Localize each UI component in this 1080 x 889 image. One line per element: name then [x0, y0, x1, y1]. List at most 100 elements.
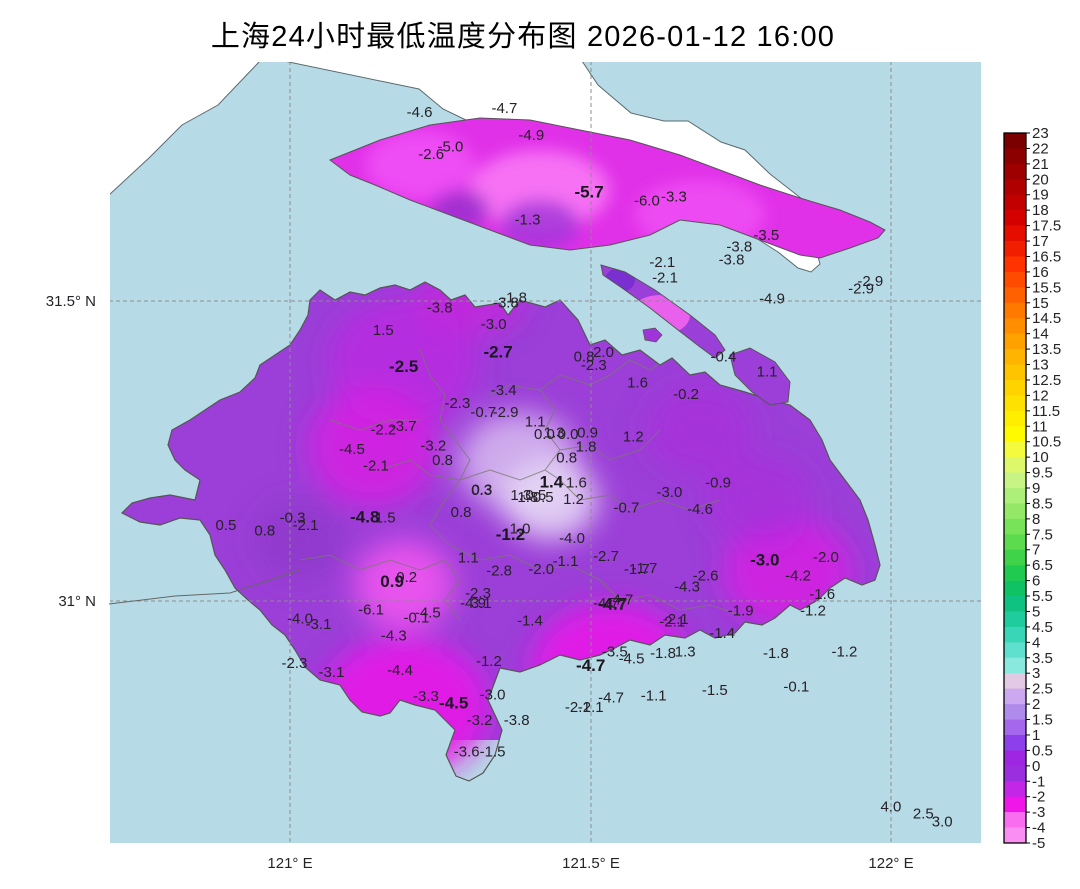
svg-text:-1.1: -1.1 — [553, 553, 579, 570]
svg-text:-0.5: -0.5 — [520, 487, 546, 504]
svg-text:-1.6: -1.6 — [809, 586, 835, 603]
svg-text:-1.1: -1.1 — [641, 688, 667, 705]
svg-text:-1.4: -1.4 — [709, 625, 735, 642]
svg-text:-4.2: -4.2 — [785, 567, 811, 584]
svg-text:-4.7: -4.7 — [576, 656, 605, 675]
svg-text:121° E: 121° E — [267, 855, 312, 872]
svg-text:4.0: 4.0 — [880, 798, 901, 815]
svg-text:3.1: 3.1 — [471, 595, 492, 612]
svg-text:-3.6: -3.6 — [454, 744, 480, 761]
svg-text:-2.5: -2.5 — [389, 357, 418, 376]
svg-text:-3.8: -3.8 — [504, 712, 530, 729]
svg-text:122° E: 122° E — [868, 855, 913, 872]
svg-text:-2.1: -2.1 — [565, 699, 591, 716]
svg-text:15: 15 — [1032, 295, 1049, 312]
svg-text:-4.7: -4.7 — [598, 690, 624, 707]
svg-text:-3.0: -3.0 — [481, 316, 507, 333]
svg-text:-2.3: -2.3 — [281, 655, 307, 672]
svg-text:-3.0: -3.0 — [480, 686, 506, 703]
svg-text:-2.9: -2.9 — [493, 404, 519, 421]
svg-text:1.6: 1.6 — [627, 375, 648, 392]
svg-text:-4.0: -4.0 — [559, 530, 585, 547]
svg-text:0.8: 0.8 — [451, 504, 472, 521]
svg-text:-6.0: -6.0 — [634, 192, 660, 209]
svg-text:-3.8: -3.8 — [719, 252, 745, 269]
svg-text:-6.1: -6.1 — [358, 601, 384, 618]
svg-text:-1.2: -1.2 — [800, 603, 826, 620]
svg-text:-2.3: -2.3 — [444, 395, 470, 412]
svg-text:-4.5: -4.5 — [339, 441, 365, 458]
svg-text:0.2: 0.2 — [396, 569, 417, 586]
svg-text:3.0: 3.0 — [932, 814, 953, 831]
svg-text:-1.3: -1.3 — [515, 212, 541, 229]
svg-text:-4.7: -4.7 — [600, 597, 626, 614]
svg-text:-3.1: -3.1 — [306, 616, 332, 633]
svg-text:0.5: 0.5 — [1032, 742, 1053, 759]
svg-text:2.5: 2.5 — [913, 805, 934, 822]
svg-text:-4.6: -4.6 — [407, 104, 433, 121]
svg-text:0.8: 0.8 — [432, 452, 453, 469]
svg-text:-4.5: -4.5 — [415, 605, 441, 622]
svg-text:-5.7: -5.7 — [574, 183, 603, 202]
svg-text:-4.5: -4.5 — [619, 651, 645, 668]
svg-text:-1.5: -1.5 — [480, 744, 506, 761]
svg-text:1.5: 1.5 — [375, 510, 396, 527]
svg-text:-0.2: -0.2 — [673, 386, 699, 403]
svg-text:121.5° E: 121.5° E — [562, 855, 620, 872]
svg-text:-2.1: -2.1 — [293, 517, 319, 534]
svg-text:18: 18 — [1032, 202, 1049, 219]
svg-text:-0.9: -0.9 — [705, 475, 731, 492]
svg-text:-3.0: -3.0 — [656, 484, 682, 501]
svg-text:-1.2: -1.2 — [476, 653, 502, 670]
svg-text:-3.2: -3.2 — [467, 712, 493, 729]
svg-text:-2.1: -2.1 — [652, 269, 678, 286]
svg-text:-2.8: -2.8 — [486, 563, 512, 580]
svg-text:-0.1: -0.1 — [783, 679, 809, 696]
svg-text:-3.1: -3.1 — [319, 664, 345, 681]
svg-text:-2.7: -2.7 — [593, 548, 619, 565]
svg-text:-0.4: -0.4 — [710, 349, 736, 366]
svg-text:-1.7: -1.7 — [631, 560, 657, 577]
svg-text:-3.4: -3.4 — [491, 382, 517, 399]
svg-text:-2.1: -2.1 — [659, 614, 685, 631]
svg-text:9: 9 — [1032, 480, 1040, 497]
svg-text:-2.9: -2.9 — [848, 281, 874, 298]
svg-text:-4.6: -4.6 — [687, 501, 713, 518]
svg-text:-4.7: -4.7 — [491, 100, 517, 117]
svg-text:-1.5: -1.5 — [702, 682, 728, 699]
svg-text:-3.0: -3.0 — [750, 551, 779, 570]
svg-text:-4.3: -4.3 — [381, 627, 407, 644]
svg-text:-2.0: -2.0 — [528, 561, 554, 578]
svg-text:-0.7: -0.7 — [613, 500, 639, 517]
svg-text:1.3: 1.3 — [675, 643, 696, 660]
svg-text:-1.2: -1.2 — [496, 525, 525, 544]
svg-text:-3.7: -3.7 — [391, 418, 417, 435]
svg-text:-5.0: -5.0 — [437, 139, 463, 156]
svg-text:1.6: 1.6 — [566, 475, 587, 492]
svg-text:-2.7: -2.7 — [483, 342, 512, 361]
svg-text:-5: -5 — [1032, 835, 1045, 852]
svg-text:-3.3: -3.3 — [413, 688, 439, 705]
svg-text:-1.8: -1.8 — [763, 645, 789, 662]
svg-text:-3.3: -3.3 — [661, 189, 687, 206]
svg-text:-2.1: -2.1 — [649, 254, 675, 271]
svg-text:1.1: 1.1 — [458, 550, 479, 567]
svg-text:-3.8: -3.8 — [427, 300, 453, 317]
svg-text:31.5° N: 31.5° N — [46, 293, 96, 310]
svg-text:1.5: 1.5 — [373, 322, 394, 339]
svg-text:-4.5: -4.5 — [439, 694, 468, 713]
svg-text:3.5: 3.5 — [1032, 650, 1053, 667]
svg-text:-1.9: -1.9 — [728, 603, 754, 620]
svg-text:1.8: 1.8 — [576, 438, 597, 455]
svg-text:-1.4: -1.4 — [517, 613, 543, 630]
svg-text:31° N: 31° N — [58, 593, 96, 610]
svg-text:1.1: 1.1 — [757, 363, 778, 380]
svg-text:12: 12 — [1032, 387, 1049, 404]
svg-text:-3.5: -3.5 — [753, 227, 779, 244]
svg-text:-4.4: -4.4 — [387, 662, 413, 679]
svg-text:-2.1: -2.1 — [363, 458, 389, 475]
svg-text:0.8: 0.8 — [556, 450, 577, 467]
svg-text:1.2: 1.2 — [563, 491, 584, 508]
svg-text:-3.8: -3.8 — [493, 295, 519, 312]
svg-text:-1.2: -1.2 — [831, 643, 857, 660]
